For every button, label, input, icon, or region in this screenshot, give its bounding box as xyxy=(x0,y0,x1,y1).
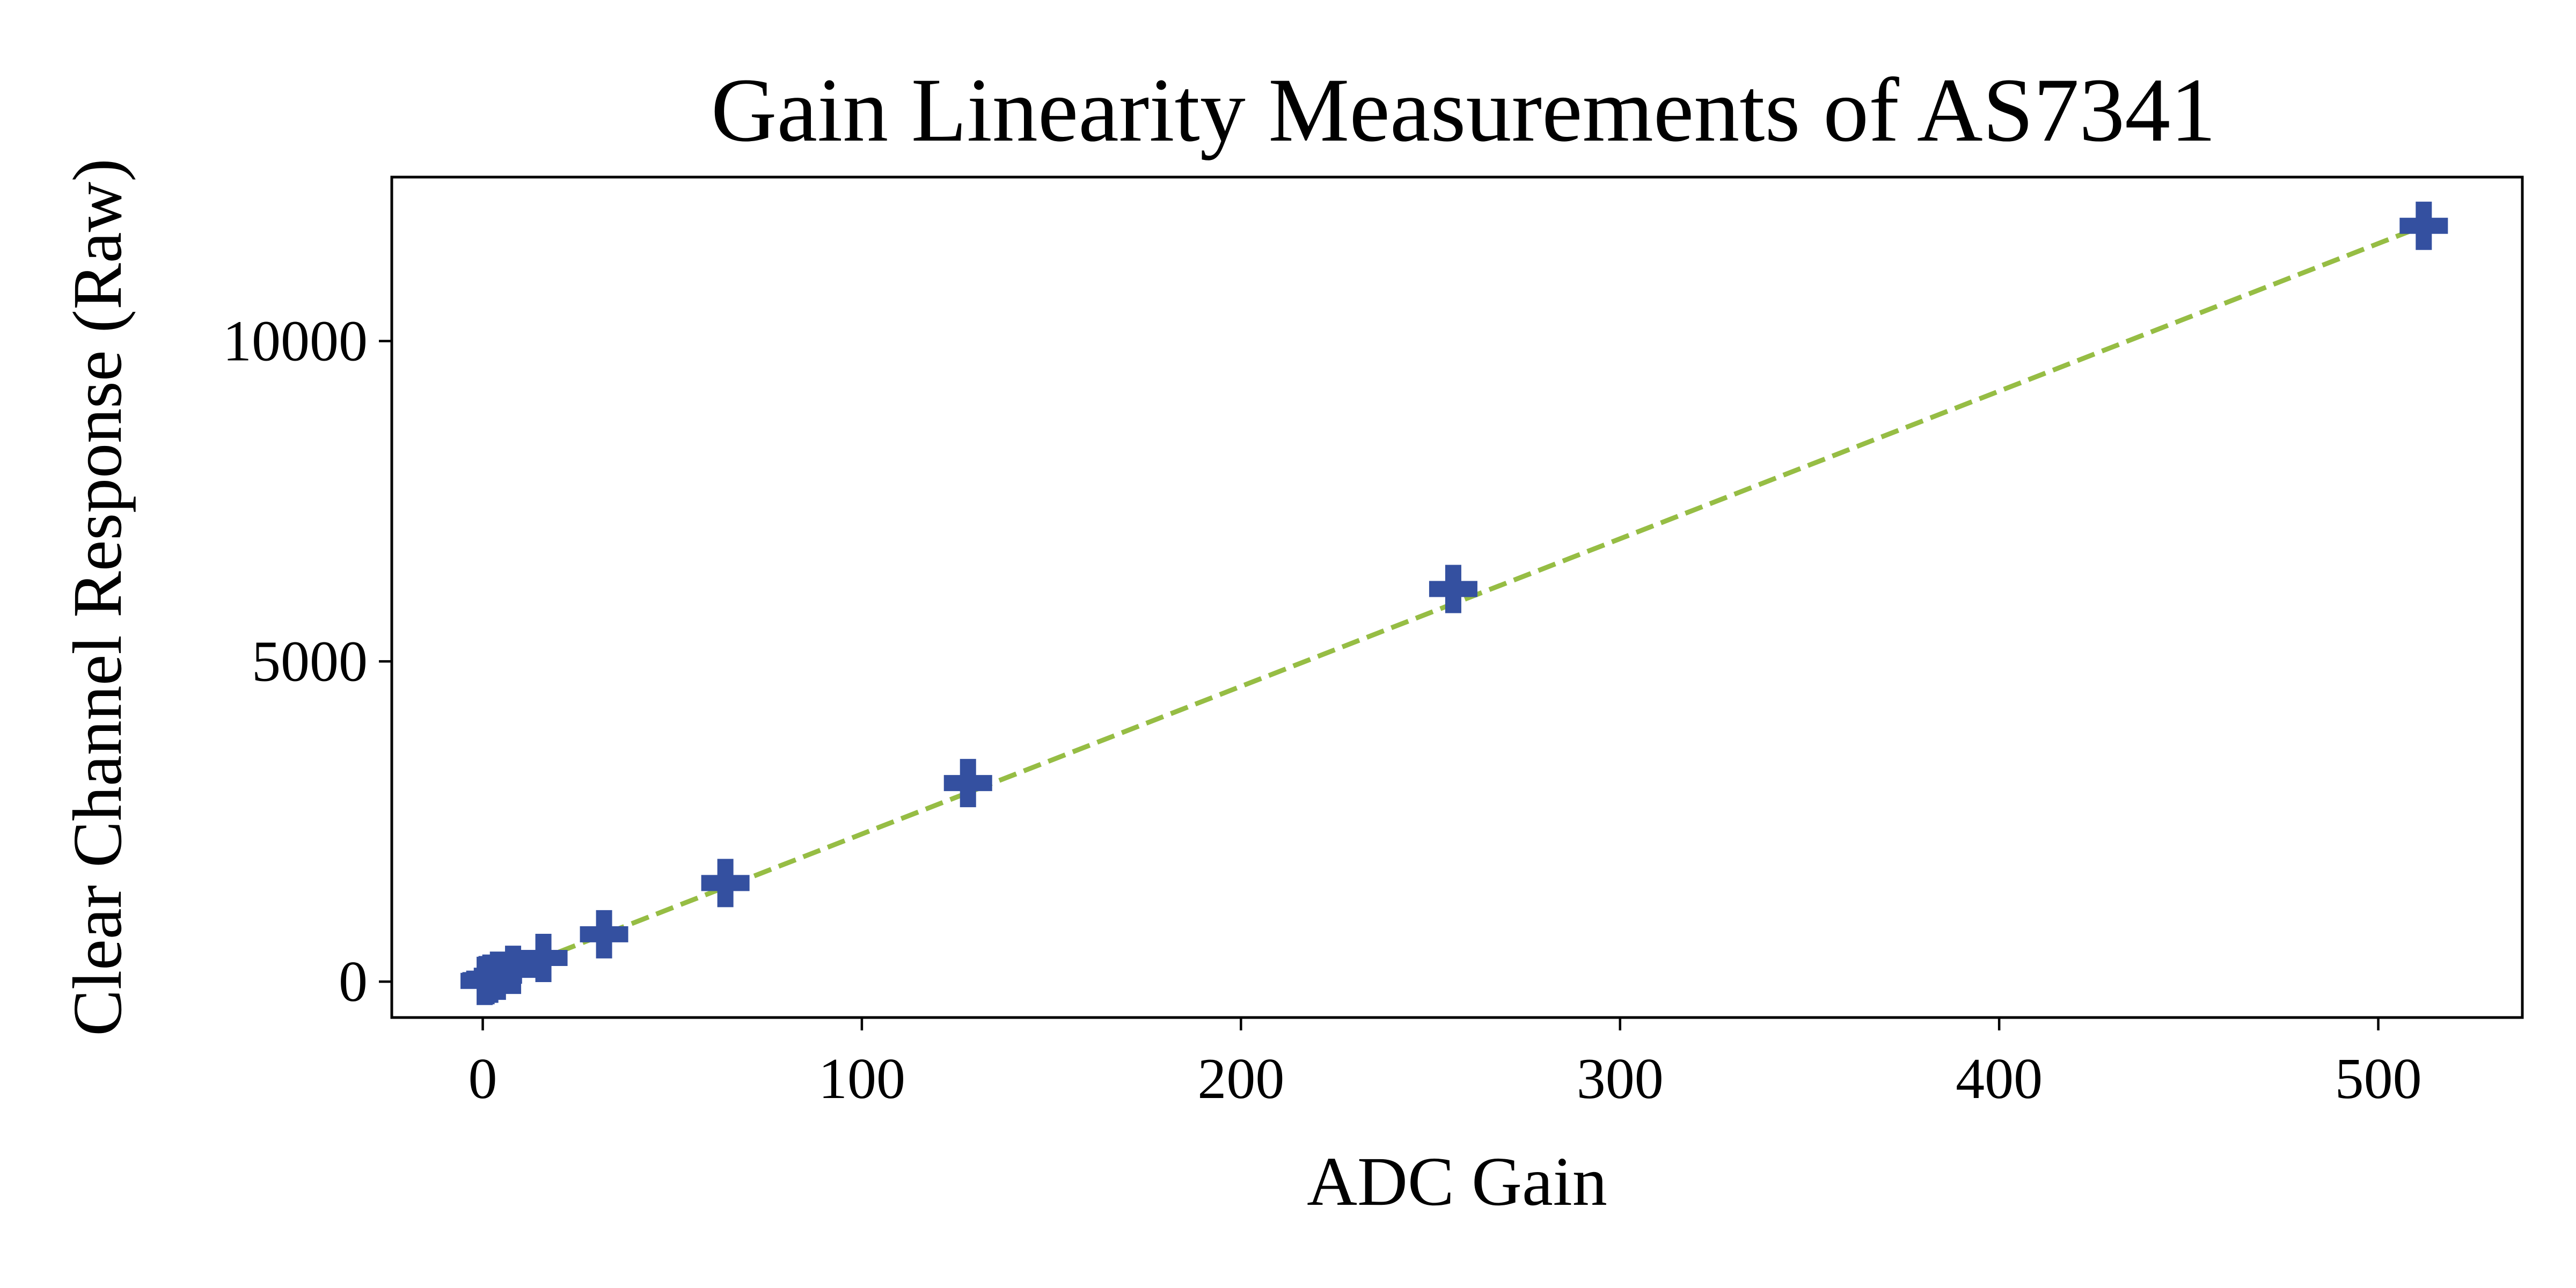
x-tick-label: 500 xyxy=(2335,1047,2422,1111)
data-point xyxy=(943,759,992,808)
y-tick-label: 10000 xyxy=(223,310,368,374)
y-tick-label: 0 xyxy=(339,950,368,1014)
y-axis-label: Clear Channel Response (Raw) xyxy=(59,158,136,1036)
plot-area xyxy=(460,201,2448,1005)
data-point xyxy=(1429,565,1477,613)
x-tick-label: 300 xyxy=(1577,1047,1664,1111)
data-point xyxy=(580,910,628,958)
data-point xyxy=(2399,201,2448,250)
x-tick-label: 200 xyxy=(1197,1047,1284,1111)
x-axis-label: ADC Gain xyxy=(1307,1143,1607,1220)
data-point xyxy=(519,933,568,982)
x-tick-label: 100 xyxy=(818,1047,905,1111)
plot-frame xyxy=(390,175,2524,1019)
chart-title: Gain Linearity Measurements of AS7341 xyxy=(711,60,2216,160)
x-tick-label: 400 xyxy=(1956,1047,2043,1111)
x-tick-label: 0 xyxy=(469,1047,497,1111)
data-point xyxy=(489,946,538,994)
y-tick-label: 5000 xyxy=(252,630,368,693)
data-point xyxy=(701,859,750,908)
